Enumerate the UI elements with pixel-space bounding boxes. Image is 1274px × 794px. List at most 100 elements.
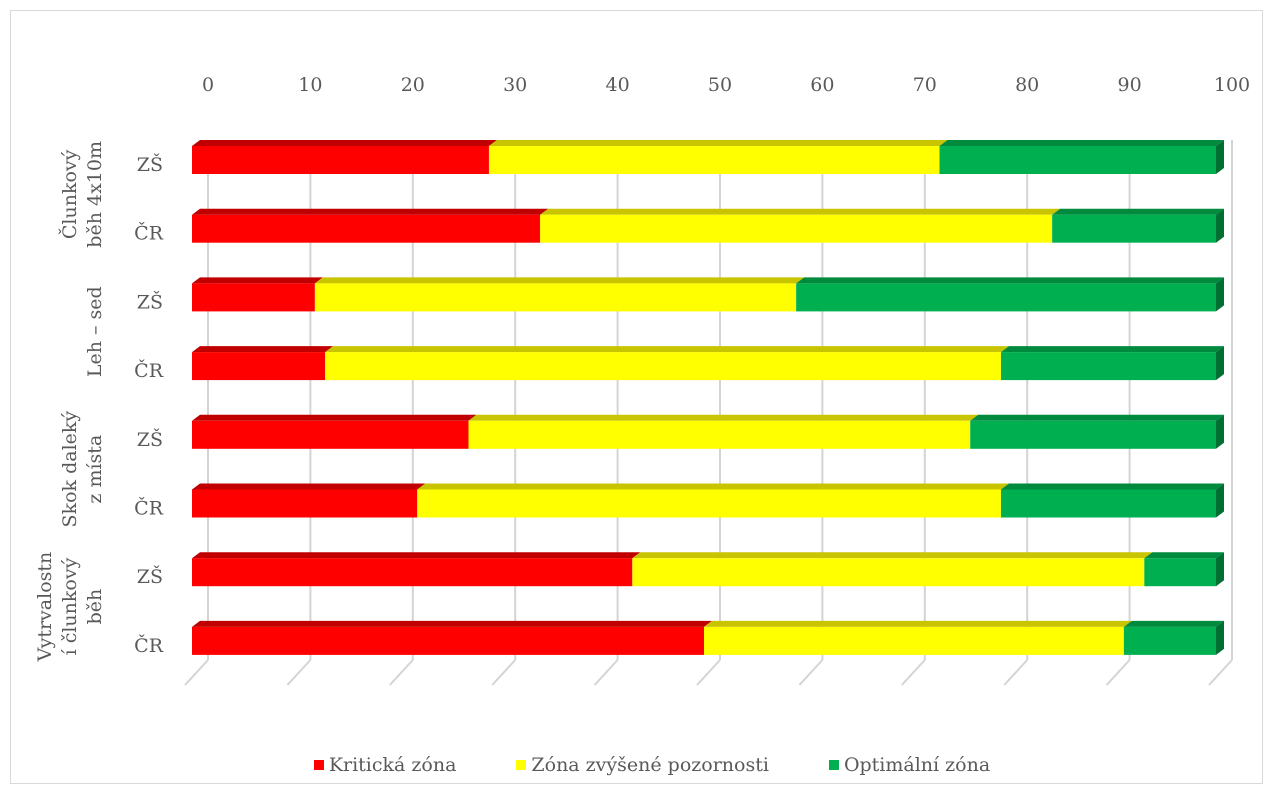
category-label: ČR xyxy=(134,497,164,520)
bar-critical-zone xyxy=(192,214,541,243)
bar-critical-zone xyxy=(192,489,418,518)
category-label: ČR xyxy=(134,634,164,657)
bar-optimal-zone xyxy=(796,283,1216,312)
floor-gridline xyxy=(491,659,516,686)
legend-swatch-optimal-zone xyxy=(828,760,839,770)
bar-critical-zone xyxy=(192,420,469,449)
bar-top-critical-zone xyxy=(192,620,712,627)
x-tick-label: 0 xyxy=(202,74,214,96)
bar-top-critical-zone xyxy=(192,140,497,146)
bar-top-optimal-zone xyxy=(939,140,1224,146)
x-tick-label: 100 xyxy=(1214,74,1250,96)
x-tick-label: 60 xyxy=(810,74,834,96)
legend-item-critical-zone: Kritická zóna xyxy=(313,754,456,776)
x-tick-label: 30 xyxy=(503,74,527,96)
bar-top-critical-zone xyxy=(192,208,549,215)
bar-optimal-zone xyxy=(1052,214,1216,243)
bar-top-elevated-attention-zone xyxy=(488,140,948,146)
category-label: ZŠ xyxy=(137,565,163,588)
bars xyxy=(192,140,1224,655)
bar-elevated-attention-zone xyxy=(325,352,1001,381)
bar-top-elevated-attention-zone xyxy=(417,483,1009,490)
group-label: Skok daleký xyxy=(59,411,81,528)
category-label: ČR xyxy=(134,222,164,245)
x-tick-label: 70 xyxy=(913,74,937,96)
bar-top-critical-zone xyxy=(192,552,641,559)
bar-elevated-attention-zone xyxy=(488,146,940,174)
bar-top-critical-zone xyxy=(192,277,323,284)
floor-gridline xyxy=(696,659,721,686)
bar-side-optimal-zone xyxy=(1216,277,1224,312)
legend-item-optimal-zone: Optimální zóna xyxy=(828,754,991,776)
bar-elevated-attention-zone xyxy=(468,420,971,449)
floor-gridline xyxy=(901,659,926,686)
bar-critical-zone xyxy=(192,352,326,381)
category-labels: ZŠ ČR ZŠ ČR ZŠ ČR ZŠ ČR xyxy=(134,153,164,657)
bar-elevated-attention-zone xyxy=(540,214,1053,243)
bar-top-optimal-zone xyxy=(1123,620,1224,627)
bar-side-optimal-zone xyxy=(1216,552,1224,587)
group-label: Vytrvalostn xyxy=(34,552,56,663)
bar-optimal-zone xyxy=(970,420,1216,449)
bar-top-optimal-zone xyxy=(1000,346,1224,353)
bar-top-optimal-zone xyxy=(1000,483,1224,490)
bar-optimal-zone xyxy=(1000,489,1216,518)
legend-swatch-critical-zone xyxy=(313,760,324,770)
x-axis-tick-labels: 0 10 20 30 40 50 60 70 80 90 100 xyxy=(202,74,1250,96)
floor-gridline xyxy=(184,659,209,686)
legend-swatch-elevated-attention-zone xyxy=(516,760,527,770)
legend-item-elevated-attention-zone: Zóna zvýšené pozornosti xyxy=(516,754,769,776)
bar-top-critical-zone xyxy=(192,483,426,490)
bar-critical-zone xyxy=(192,626,704,655)
category-label: ČR xyxy=(134,359,164,382)
bar-top-critical-zone xyxy=(192,346,334,353)
floor-gridline xyxy=(1105,659,1131,686)
bar-side-optimal-zone xyxy=(1216,208,1224,243)
bar-optimal-zone xyxy=(1000,352,1216,381)
bar-side-optimal-zone xyxy=(1216,620,1224,655)
floor-gridline xyxy=(286,659,312,686)
group-label: běh xyxy=(84,589,106,625)
bar-top-elevated-attention-zone xyxy=(540,208,1061,215)
bar-side-optimal-zone xyxy=(1216,346,1224,381)
category-label: ZŠ xyxy=(137,428,163,451)
bar-elevated-attention-zone xyxy=(632,558,1145,587)
x-tick-label: 20 xyxy=(401,74,425,96)
floor-gridline xyxy=(1208,659,1233,686)
bar-top-elevated-attention-zone xyxy=(325,346,1009,353)
bar-critical-zone xyxy=(192,558,633,587)
legend-label-optimal-zone: Optimální zóna xyxy=(843,754,991,776)
floor-gridline xyxy=(593,659,619,686)
group-label: Leh – sed xyxy=(84,286,106,377)
bar-optimal-zone xyxy=(939,146,1216,174)
floor-gridline xyxy=(389,659,414,686)
bar-top-optimal-zone xyxy=(1052,208,1224,215)
bar-top-critical-zone xyxy=(192,414,477,421)
bar-optimal-zone xyxy=(1144,558,1216,587)
floor-gridline xyxy=(1003,659,1028,686)
bar-optimal-zone xyxy=(1123,626,1216,655)
bar-critical-zone xyxy=(192,146,489,174)
group-label: běh 4x10m xyxy=(84,141,106,248)
x-tick-label: 80 xyxy=(1015,74,1039,96)
group-labels: Člunkový běh 4x10m Leh – sed Skok daleký z m… xyxy=(34,141,106,662)
bar-side-optimal-zone xyxy=(1216,414,1224,449)
chart-area xyxy=(10,10,1263,784)
x-tick-label: 90 xyxy=(1118,74,1142,96)
bar-top-elevated-attention-zone xyxy=(314,277,805,284)
legend: Kritická zóna Zóna zvýšené pozornosti Op… xyxy=(0,752,1274,778)
bar-critical-zone xyxy=(192,283,315,312)
bar-side-optimal-zone xyxy=(1216,483,1224,518)
category-label: ZŠ xyxy=(137,290,163,313)
bar-top-optimal-zone xyxy=(796,277,1224,284)
group-label: í člunkový xyxy=(59,557,81,655)
x-tick-label: 50 xyxy=(708,74,732,96)
floor-gridline xyxy=(798,659,824,686)
bar-top-optimal-zone xyxy=(1144,552,1224,559)
x-tick-label: 40 xyxy=(606,74,630,96)
bar-elevated-attention-zone xyxy=(314,283,797,312)
legend-label-elevated-attention-zone: Zóna zvýšené pozornosti xyxy=(531,754,769,776)
bar-elevated-attention-zone xyxy=(704,626,1124,655)
bar-elevated-attention-zone xyxy=(417,489,1001,518)
